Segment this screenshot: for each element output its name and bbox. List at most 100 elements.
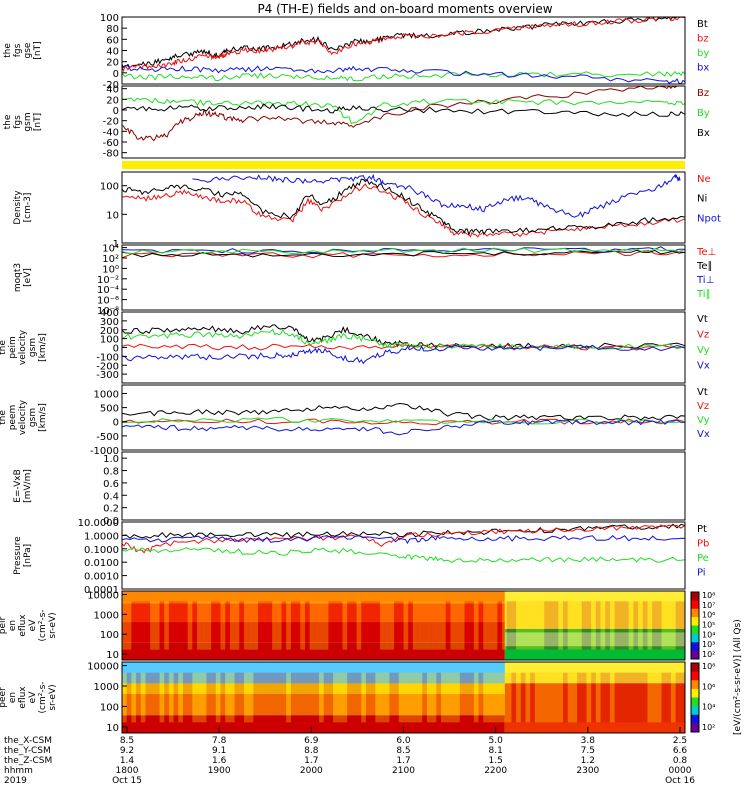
spectrogram-column [309, 672, 315, 723]
spectrogram-column [417, 672, 423, 723]
spectrogram-column [624, 672, 629, 723]
spectrogram-column [131, 601, 137, 650]
legend-label: Ne [697, 174, 711, 185]
spectrogram-column [323, 672, 329, 723]
spectrogram-column [450, 601, 456, 650]
y-tick-label: -1000 [90, 446, 119, 457]
y-tick-label: 0 [113, 106, 119, 117]
colorbar-segment [691, 663, 699, 673]
spectrogram-column [159, 601, 165, 650]
spectrogram-column [337, 601, 343, 650]
spectrogram-column [253, 672, 259, 723]
spectrogram-column [567, 672, 573, 723]
spectrogram-column [469, 672, 474, 723]
spectrogram-column [408, 601, 413, 650]
spectrogram-column [267, 601, 273, 650]
legend-label: Pb [697, 538, 709, 549]
colorbar-segment [691, 625, 699, 635]
legend-label: Te⊥ [696, 247, 716, 258]
spectrogram-column [431, 672, 437, 723]
spectrogram-column [661, 672, 667, 723]
spectrogram-column [534, 672, 540, 723]
trace-Pe [121, 547, 686, 563]
y-tick-label: 10 [106, 650, 119, 661]
legend-label: Te∥ [696, 261, 713, 272]
spectrogram-column [619, 672, 625, 723]
spectrogram-column [206, 672, 212, 723]
colorbar-segment [691, 642, 699, 652]
y-axis-label-line: en [8, 692, 18, 703]
spectrogram-column [295, 601, 301, 650]
y-tick-label: 0.4 [103, 491, 119, 502]
spectrogram-column [375, 601, 381, 650]
spectrogram-column [323, 601, 329, 650]
spectrogram-column [197, 672, 202, 723]
trace-Ne [121, 183, 686, 238]
panel-peer-spec: 10000 1000 100 10 thepeerenefluxeV(cm²-s-sr-… [0, 661, 686, 734]
panel-density: Ne Ni Npot 100 10 1 Density [cm-3] [13, 171, 721, 250]
x-row-value: 2200 [484, 766, 507, 776]
spectrogram-column [647, 672, 653, 723]
trace-by [121, 70, 686, 82]
trace-Ti⊥ [121, 246, 685, 254]
y-tick-label: 0.2 [103, 504, 119, 515]
y-tick-label: 300 [100, 317, 119, 328]
spectrogram-column [525, 672, 531, 723]
legend-label: Ti∥ [696, 289, 711, 300]
spectrogram-column [548, 672, 554, 723]
y-tick-label: 10000 [87, 662, 119, 673]
spectrogram-column [286, 672, 291, 723]
spectrogram-column [450, 672, 456, 723]
x-row-value: 8.1 [489, 746, 503, 756]
y-tick-label: 1000 [94, 389, 119, 400]
y-axis-label-line: en [8, 620, 18, 631]
spectrogram-band [122, 603, 505, 623]
spectrogram-column [600, 672, 606, 723]
trace-Bz [121, 85, 685, 142]
x-row-value: 6.0 [396, 736, 411, 746]
y-axis-label-line: Pressure [13, 536, 23, 575]
spectrogram-column [445, 672, 451, 723]
colorbar-segment [691, 608, 699, 618]
legend-label: Vy [697, 415, 710, 426]
spectrogram-column [154, 601, 160, 650]
spectrogram-column [243, 672, 249, 723]
panel-frame [121, 590, 686, 661]
spectrogram-column [558, 672, 564, 723]
spectrogram-column [150, 601, 155, 650]
spectrogram-column [154, 672, 160, 723]
colorbar-tick-label: 10² [702, 723, 715, 732]
spectrogram-band [122, 622, 505, 643]
y-axis-label-line: eflux [18, 614, 28, 637]
spectrogram-column [145, 672, 151, 723]
spectrogram-column [412, 601, 418, 650]
spectrogram-column [262, 672, 268, 723]
spectrogram-column [422, 601, 427, 650]
spectrogram-column [511, 601, 517, 650]
y-axis-label-line: (cm²-s- [38, 609, 48, 641]
spectrogram-column [614, 601, 620, 650]
spectrogram-column [394, 601, 399, 650]
spectrogram-column [511, 672, 517, 723]
trace-Vx [121, 344, 686, 365]
panel-frame [121, 451, 686, 521]
spectrogram-column [572, 672, 578, 723]
spectrogram-column [666, 601, 671, 650]
legend-label: bz [697, 33, 709, 44]
y-tick-label: 200 [100, 326, 119, 337]
spectrogram-column [347, 601, 352, 650]
spectrogram-column [384, 672, 390, 723]
panel-frame [121, 85, 686, 159]
legend-label: Pt [697, 524, 707, 535]
spectrogram-column [595, 601, 601, 650]
x-row-value: 3.8 [581, 736, 596, 746]
spectrogram-column [464, 601, 470, 650]
spectrogram-column [605, 601, 610, 650]
spectrogram-column [365, 672, 371, 723]
legend-label: Vt [697, 314, 708, 325]
spectrogram-column [656, 672, 662, 723]
y-axis-label-line: moqt3 [13, 263, 23, 292]
y-tick-label: 0.0 [103, 516, 119, 527]
